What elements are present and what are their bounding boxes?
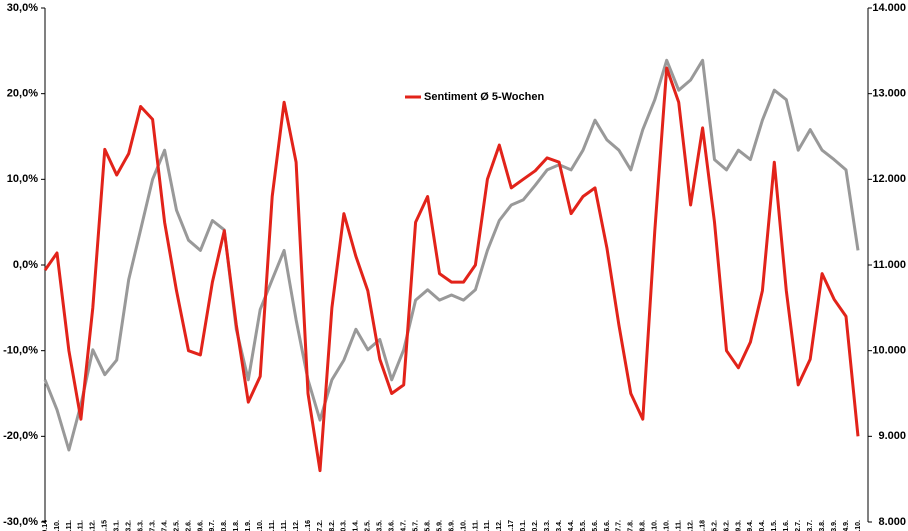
x-tick-label: 23.1. [114, 520, 121, 531]
x-tick-label: 29.6. [197, 520, 204, 531]
y2-tick-label: 8.000 [878, 516, 906, 528]
x-tick-label: 20.10. [54, 520, 61, 531]
x-tick-label: 26.6. [604, 520, 611, 531]
y2-tick-label: 9.000 [878, 430, 906, 442]
y2-tick-label: 11.000 [873, 259, 906, 271]
x-tick-label: 12.12. [90, 520, 97, 531]
x-tick-label: 15.5. [580, 520, 587, 531]
x-tick-label: 13.2. [126, 520, 133, 531]
x-tick-label: 19.12. [496, 520, 503, 531]
x-tick-label: 15.8. [424, 520, 431, 531]
x-tick-label: 10.8. [221, 520, 228, 531]
y2-tick-label: 12.000 [872, 173, 906, 185]
y-tick-label: -30,0% [3, 516, 38, 528]
y-tick-label: 20,0% [7, 88, 38, 100]
x-tick-label: 2.11. [269, 520, 276, 531]
x-tick-label: 23.5. [377, 520, 384, 531]
x-tick-label: 11.6. [783, 520, 790, 531]
x-tick-label: 7.8. [628, 520, 635, 531]
x-tick-label: 17.01.16 [305, 520, 312, 531]
x-tick-label: 20.2. [532, 520, 539, 531]
x-tick-label: 19.7. [209, 520, 216, 531]
x-tick-label: 7.11. [472, 520, 479, 531]
x-tick-label: 21.5. [771, 520, 778, 531]
x-tick-label: 14.12. [293, 520, 300, 531]
x-tick-label: 17.7. [616, 520, 623, 531]
x-tick-label: 17.4. [161, 520, 168, 531]
x-tick-label: 3.9. [831, 520, 838, 531]
x-tick-label: 11.12. [687, 520, 694, 531]
x-tick-label: 9.10. [652, 520, 659, 531]
x-tick-label: 30.1. [520, 520, 527, 531]
x-tick-label: 26.9. [448, 520, 455, 531]
x-tick-label: 4.7. [401, 520, 408, 531]
x-tick-label: 23.11. [281, 520, 288, 531]
x-tick-label: 5.6. [592, 520, 599, 531]
x-tick-label: 19.3. [735, 520, 742, 531]
x-tick-label: 28.2. [329, 520, 336, 531]
y-tick-label: -20,0% [3, 430, 38, 442]
x-tick-label: 02.01.15 [102, 520, 109, 531]
x-tick-label: 30.10. [664, 520, 671, 531]
x-tick-label: 23.7. [807, 520, 814, 531]
x-tick-label: 13.6. [389, 520, 396, 531]
x-tick-label: 25.7. [412, 520, 419, 531]
x-tick-label: 28.11. [484, 520, 491, 531]
series-line [43, 66, 860, 473]
x-tick-label: 17.10. [460, 520, 467, 531]
x-tick-label: 13.3. [544, 520, 551, 531]
x-tick-label: 21.9. [245, 520, 252, 531]
x-tick-label: 20.3. [341, 520, 348, 531]
x-tick-label: 09.01.17 [508, 520, 515, 531]
x-tick-label: 9.4. [747, 520, 754, 531]
x-tick-label: 15.01.18 [699, 520, 706, 531]
x-tick-label: 24.9. [843, 520, 850, 531]
x-tick-label: 24.4. [568, 520, 575, 531]
x-tick-label: 15.10. [855, 520, 862, 531]
x-tick-label: 3.4. [556, 520, 563, 531]
x-tick-label: 11.4. [353, 520, 360, 531]
y-tick-label: -10,0% [3, 345, 38, 357]
legend-label: Sentiment Ø 5-Wochen [424, 91, 544, 103]
x-tick-label: 20.11. [676, 520, 683, 531]
x-tick-label: 7.2. [317, 520, 324, 531]
y2-tick-label: 10.000 [872, 345, 906, 357]
x-tick-label: 6.3. [137, 520, 144, 531]
x-tick-label: 22.5. [173, 520, 180, 531]
x-tick-label: 12.10. [257, 520, 264, 531]
x-tick-label: 5.2. [711, 520, 718, 531]
y-tick-label: 10,0% [7, 173, 38, 185]
x-tick-label: 13.8. [819, 520, 826, 531]
x-tick-label: 27.3. [149, 520, 156, 531]
x-tick-label: 2.7. [795, 520, 802, 531]
series-line [43, 58, 860, 452]
x-tick-label: 5.9. [436, 520, 443, 531]
x-tick-label: 30.4. [759, 520, 766, 531]
x-tick-label: 19.09.14 [42, 520, 49, 531]
x-tick-label: 2.5. [365, 520, 372, 531]
y-tick-label: 0,0% [13, 259, 38, 271]
x-tick-label: 26.2. [723, 520, 730, 531]
y2-tick-label: 14.000 [872, 2, 906, 14]
x-tick-label: 12.6. [185, 520, 192, 531]
y2-tick-label: 13.000 [872, 88, 906, 100]
x-tick-label: 31.11. [66, 520, 73, 531]
x-tick-label: 31.8. [233, 520, 240, 531]
x-tick-label: 28.8. [640, 520, 647, 531]
y-tick-label: 30,0% [7, 2, 38, 14]
x-tick-label: 21.11. [78, 520, 85, 531]
